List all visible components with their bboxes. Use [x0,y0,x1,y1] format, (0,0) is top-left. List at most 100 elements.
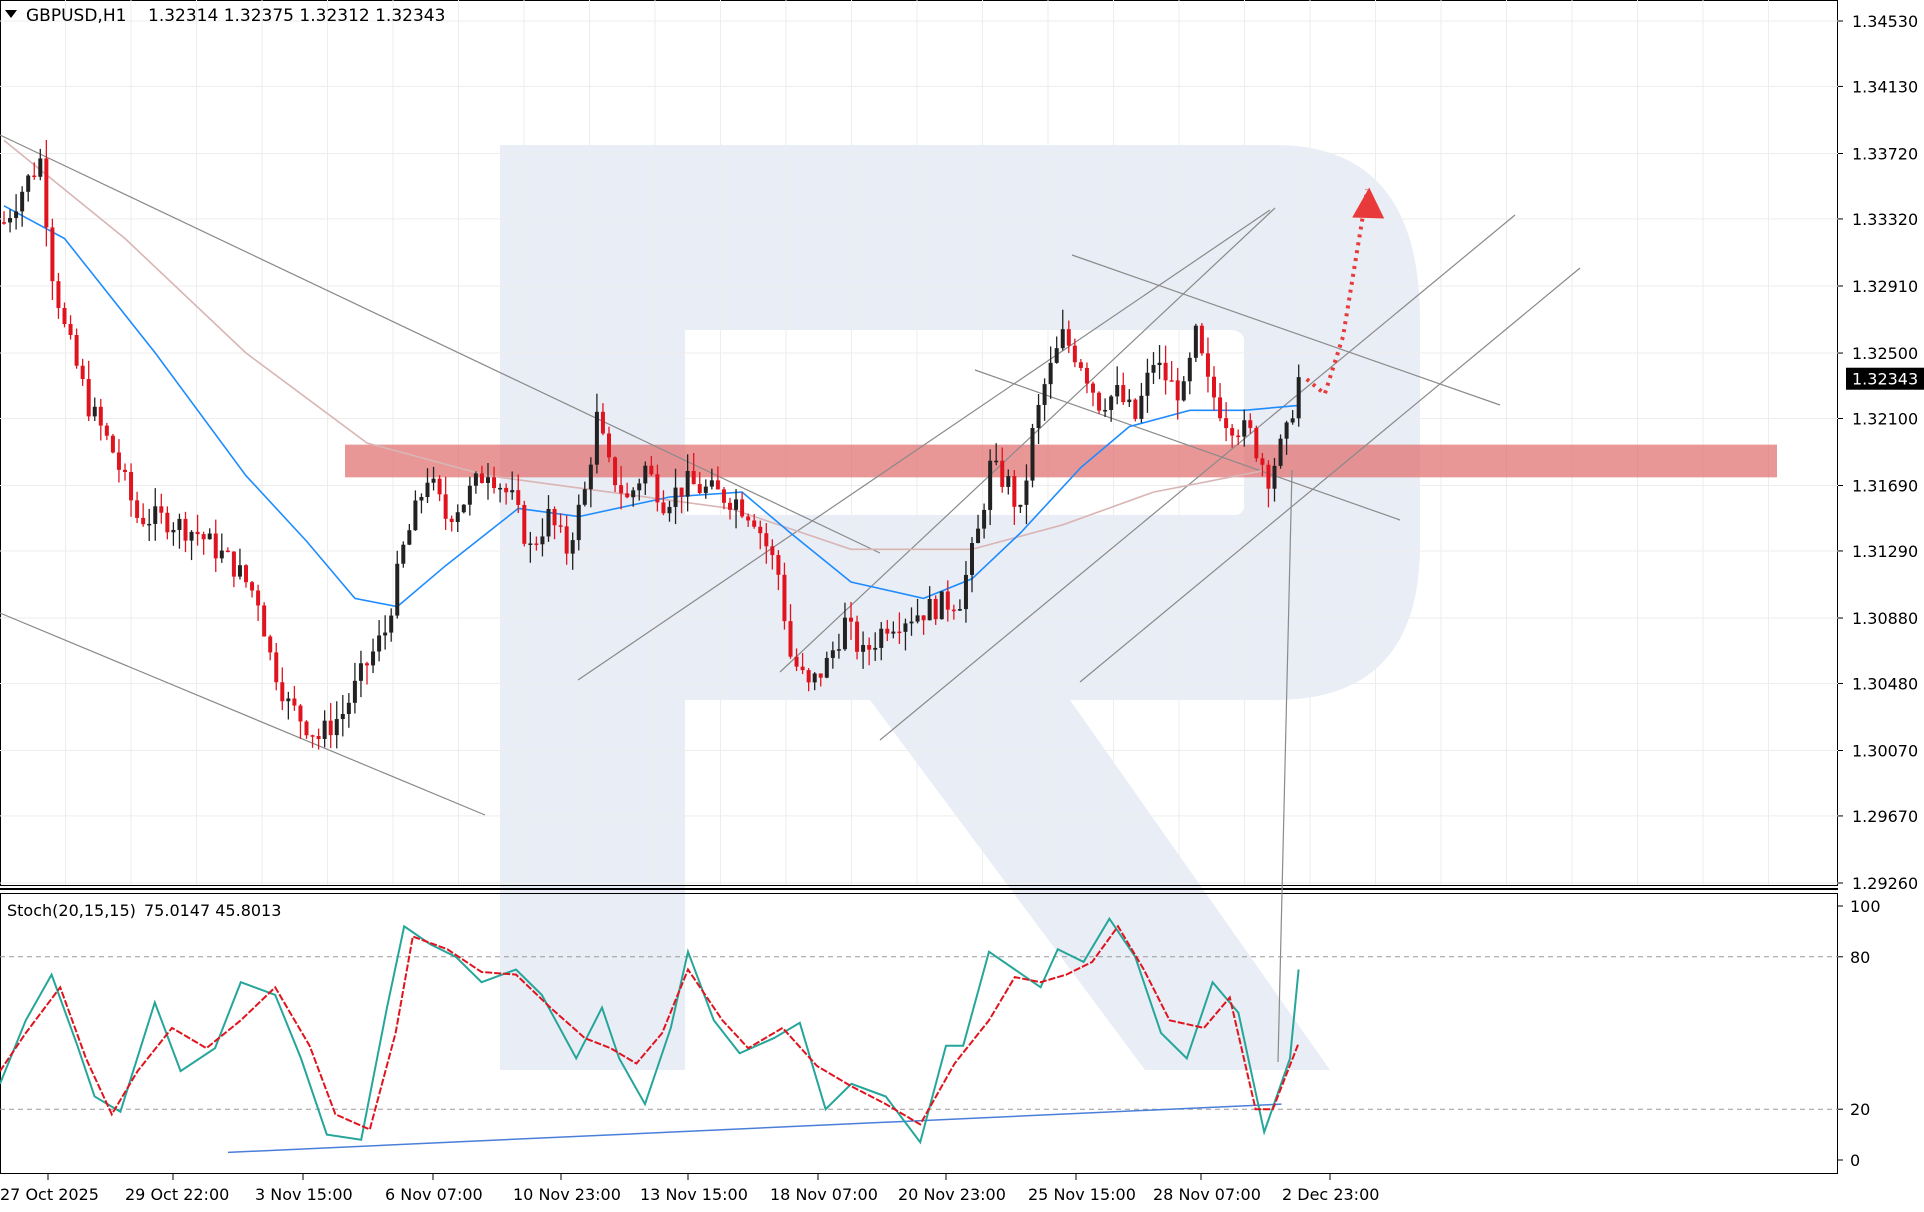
candle-body [939,591,944,620]
candle-body [56,281,61,309]
candle-body [673,487,678,507]
candle-body [328,720,333,736]
candle-body [504,487,509,493]
candle-body [1284,422,1289,439]
candle-body [1169,380,1174,382]
candle-body [685,470,690,497]
trend-line[interactable] [779,207,1276,673]
candlesticks [2,140,1301,750]
stochastic-axis: 100 80 20 0 [1838,897,1881,1170]
main-plot-frame [0,0,1838,886]
candle-body [1060,329,1065,349]
time-tick-label: 27 Oct 2025 [0,1185,99,1204]
candle-body [649,465,654,475]
candle-body [637,483,642,491]
candle-body [1097,392,1102,411]
stoch-trendline[interactable] [227,1103,1282,1154]
candle-body [734,499,739,510]
candle-body [582,489,587,505]
candle-body [782,574,787,622]
candle-body [588,464,593,490]
candle-body [171,529,176,533]
trend-line[interactable] [879,214,1516,741]
candle-body [1199,325,1204,354]
candle-body [607,433,611,458]
candle-body [873,647,878,650]
candle-body [461,504,466,513]
symbol-label: GBPUSD,H1 [26,6,126,26]
resistance-zone [345,444,1777,478]
candle-body [909,621,914,624]
trend-line[interactable] [1071,254,1501,406]
price-tick-label: 1.32100 [1852,409,1918,428]
candle-body [885,628,890,634]
indicator-values: 75.0147 45.8013 [144,901,281,920]
candle-body [903,623,908,632]
candle-body [1054,348,1059,363]
candle-body [274,652,279,683]
time-tick-label: 6 Nov 07:00 [385,1185,483,1204]
candle-body [44,158,49,228]
candle-body [945,591,950,610]
trend-line[interactable] [577,209,1271,681]
candle-body [570,540,575,554]
trend-line[interactable] [1277,469,1293,1063]
candle-body [552,509,557,526]
candle-body [1145,372,1150,396]
candle-body [26,175,31,192]
candle-body [976,528,981,544]
candle-body [1278,438,1283,466]
candle-body [619,485,624,494]
candle-body [2,222,6,224]
collapse-triangle-icon[interactable] [5,10,17,18]
candle-body [401,544,406,564]
candle-body [667,506,672,514]
trend-line[interactable] [1079,267,1581,683]
candle-body [1163,362,1168,381]
candle-body [933,598,938,620]
candle-body [1224,418,1229,429]
candle-body [141,517,146,525]
candle-body [177,518,182,530]
candle-body [32,175,37,178]
candle-body [443,494,448,519]
candle-body [1084,367,1089,384]
candle-body [1254,427,1259,459]
candle-body [20,191,25,212]
candle-body [957,609,962,611]
candle-body [165,512,170,533]
trend-line[interactable] [0,134,881,554]
candle-body [286,698,291,702]
candle-body [1205,353,1210,377]
stoch-tick-label: 20 [1850,1100,1870,1119]
candle-body [758,526,763,534]
candle-body [728,502,732,510]
candle-body [1133,399,1138,419]
chart-header: GBPUSD,H1 1.32314 1.32375 1.32312 1.3234… [5,6,445,26]
candle-body [1260,458,1265,465]
candle-body [691,470,696,485]
candle-body [346,702,351,714]
candle-body [250,582,255,591]
time-tick-label: 25 Nov 15:00 [1028,1185,1136,1204]
candle-body [1242,420,1247,437]
candle-body [80,365,85,380]
candle-body [522,504,527,544]
price-tick-label: 1.32500 [1852,344,1918,363]
candle-body [1127,399,1132,403]
price-tick-label: 1.34530 [1852,12,1918,31]
candle-body [298,705,303,722]
price-tick-label: 1.30480 [1852,674,1918,693]
candle-body [1187,357,1192,382]
candle-body [207,533,212,540]
trend-line[interactable] [0,612,486,816]
price-tick-label: 1.30880 [1852,609,1918,628]
candle-body [62,308,67,325]
candle-body [322,720,327,740]
candle-body [340,713,345,720]
candle-body [316,736,321,740]
time-tick-label: 3 Nov 15:00 [255,1185,353,1204]
candle-body [371,651,376,666]
candle-body [927,598,932,621]
ma-slow-line [3,139,1263,551]
